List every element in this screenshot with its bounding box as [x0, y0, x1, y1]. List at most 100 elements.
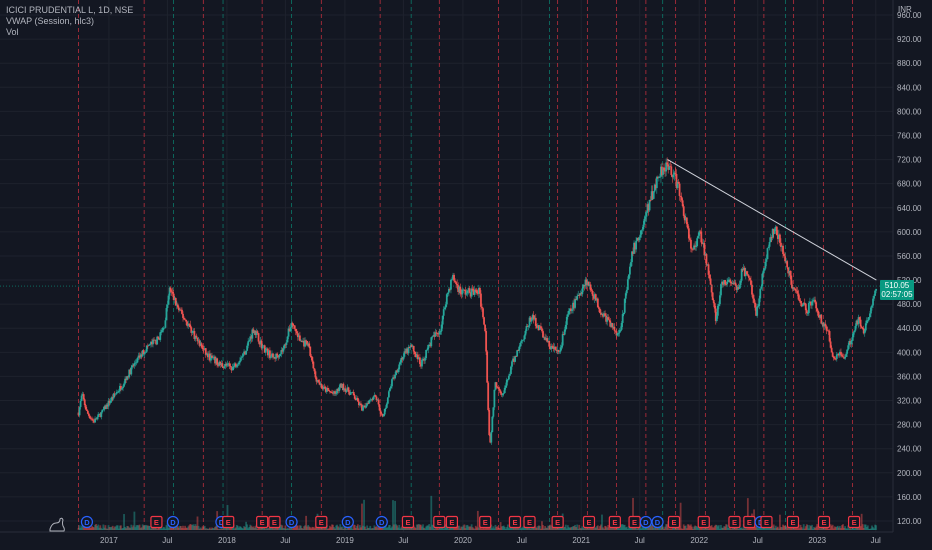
candle-body	[196, 337, 199, 342]
candle-body	[709, 278, 712, 285]
volume-bar	[546, 527, 549, 530]
trendline-layer[interactable]	[0, 159, 893, 287]
dividend-marker[interactable]: D	[651, 515, 664, 529]
earnings-marker[interactable]: E	[667, 515, 681, 529]
volume-bar	[589, 527, 592, 530]
volume-bar	[608, 526, 611, 530]
earnings-badge	[445, 515, 459, 529]
candle-body	[820, 314, 823, 324]
earnings-marker[interactable]: E	[479, 515, 492, 529]
candle-body	[771, 228, 774, 238]
candle-body	[504, 385, 507, 388]
candle-body	[788, 270, 791, 274]
volume-bar	[839, 525, 841, 530]
candle-body	[770, 237, 773, 238]
dividend-marker[interactable]: D	[341, 515, 354, 529]
candle-body	[596, 298, 599, 308]
volume-bar	[353, 525, 356, 530]
earnings-marker[interactable]: E	[222, 515, 235, 529]
candle-body	[812, 300, 814, 302]
dividend-marker[interactable]: D	[639, 515, 652, 529]
volume-bar	[106, 528, 109, 530]
dividend-marker[interactable]: D	[166, 515, 180, 529]
earnings-marker[interactable]: E	[268, 515, 281, 529]
earnings-marker[interactable]: E	[608, 515, 621, 529]
event-letter: D	[643, 518, 649, 527]
dividend-marker[interactable]: D	[80, 515, 94, 529]
volume-bar	[833, 526, 836, 530]
volume-bar	[559, 528, 562, 530]
earnings-marker[interactable]: E	[728, 515, 741, 529]
volume-bar	[156, 528, 159, 530]
volume-bar	[218, 528, 221, 530]
candle-body	[543, 337, 545, 339]
candle-body	[794, 288, 797, 291]
candle-body	[131, 365, 134, 368]
candle-body	[461, 289, 464, 295]
volume-bar	[305, 515, 308, 530]
event-markers[interactable]: DEDDEEEDEDDEEEEEEEEEEDDEEEEDEEEE	[80, 515, 861, 529]
volume-bar	[656, 527, 659, 530]
candle-body	[809, 301, 811, 304]
volume-bar	[128, 527, 131, 530]
earnings-marker[interactable]: E	[582, 515, 596, 529]
earnings-marker[interactable]: E	[697, 515, 710, 529]
candle-body	[379, 410, 382, 414]
volume-bar	[422, 524, 424, 530]
event-letter: E	[272, 518, 277, 527]
event-letter: D	[655, 518, 661, 527]
candle-body	[371, 399, 374, 401]
candle-body	[579, 293, 582, 296]
earnings-marker[interactable]: E	[760, 515, 773, 529]
candle-body	[591, 291, 594, 296]
symbol-title[interactable]: ICICI PRUDENTIAL L, 1D, NSE	[6, 5, 134, 15]
earnings-marker[interactable]: E	[150, 515, 163, 529]
earnings-marker[interactable]: E	[523, 515, 536, 529]
candle-body	[364, 405, 366, 408]
earnings-marker[interactable]: E	[551, 515, 564, 529]
earnings-marker[interactable]: E	[315, 515, 328, 529]
time-tick-label: 2023	[808, 536, 826, 545]
volume-bar	[540, 528, 542, 530]
volume-bar	[575, 527, 578, 530]
candle-body	[796, 291, 799, 294]
candle-body	[271, 353, 273, 357]
volume-bar	[119, 525, 121, 530]
volume-bar	[710, 525, 713, 530]
earnings-marker[interactable]: E	[256, 515, 269, 529]
volume-bar	[750, 527, 752, 530]
dividend-marker[interactable]: D	[375, 515, 388, 529]
earnings-marker[interactable]: E	[786, 515, 800, 529]
candle-body	[389, 388, 391, 392]
volume-bar	[788, 527, 791, 530]
earnings-marker[interactable]: E	[445, 515, 459, 529]
earnings-marker[interactable]: E	[817, 515, 831, 529]
volume-indicator-label[interactable]: Vol	[6, 27, 19, 37]
earnings-marker[interactable]: E	[628, 515, 641, 529]
earnings-marker[interactable]: E	[401, 515, 415, 529]
earnings-marker[interactable]: E	[433, 515, 446, 529]
candle-body	[463, 289, 466, 291]
time-axis[interactable]: 2017 Jul 2018 Jul 2019 Jul 2020 Jul 2021 Jul 2022 J…	[100, 536, 881, 545]
candle-body	[157, 336, 160, 338]
candle-body	[862, 328, 865, 334]
earnings-badge	[479, 515, 492, 529]
earnings-marker[interactable]: E	[508, 515, 522, 529]
candle-body	[476, 293, 479, 294]
dividend-marker[interactable]: D	[285, 515, 298, 529]
volume-bar	[490, 524, 493, 530]
earnings-marker[interactable]: E	[847, 515, 861, 529]
volume-bar	[184, 525, 186, 530]
vwap-indicator-label[interactable]: VWAP (Session, hlc3)	[6, 16, 95, 26]
candle-body	[392, 377, 394, 380]
volume-bar	[697, 527, 700, 530]
candle-body	[345, 390, 348, 392]
volume-bar	[707, 528, 710, 530]
volume-bar	[346, 526, 349, 530]
candle-body	[120, 385, 122, 390]
earnings-marker[interactable]: E	[743, 515, 756, 529]
candle-body	[338, 387, 341, 391]
volume-bar	[855, 526, 858, 530]
tradingview-logo	[49, 517, 65, 532]
